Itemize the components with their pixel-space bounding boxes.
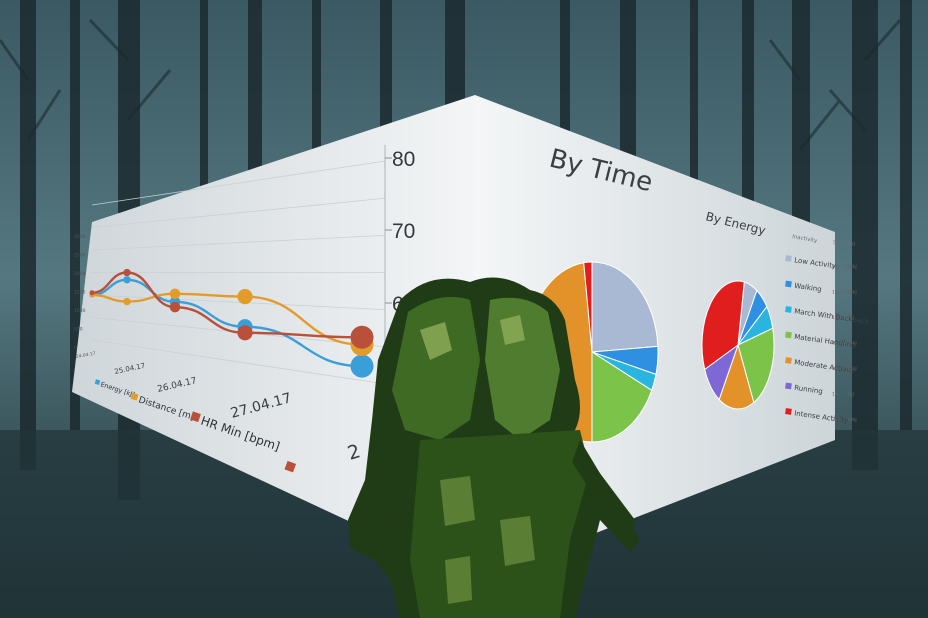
grid-line <box>91 197 386 228</box>
soldier-silhouette <box>348 277 640 618</box>
left-tick-label: 2000 <box>74 271 86 277</box>
grid-line <box>91 234 386 251</box>
right-tick-label: 70 <box>392 220 415 243</box>
inactivity-time: 55h 3m <box>833 240 850 246</box>
activity-energy: 14kJ <box>847 341 857 347</box>
by-energy-pie-slice <box>701 280 745 371</box>
by-time-pie-slice <box>591 351 653 443</box>
series-point <box>169 301 181 313</box>
tree-branches <box>0 18 902 151</box>
activity-energy: 48kJ <box>847 264 857 270</box>
right-tick-label: 80 <box>392 148 415 171</box>
series-point <box>123 276 131 284</box>
left-tick-label: 0 <box>74 345 77 351</box>
series-point <box>169 288 181 300</box>
right-tick-label: 6 <box>392 293 404 316</box>
activity-energy: 19kJ <box>847 417 857 423</box>
by-time-pie-slice <box>591 261 659 353</box>
series-point <box>123 297 131 306</box>
series-point <box>89 290 95 296</box>
left-tick-label: 3000 <box>74 234 86 240</box>
left-tick-label: 500 <box>74 327 83 333</box>
activity-time: 7h 3m <box>832 341 846 347</box>
series-line <box>91 292 363 346</box>
activity-swatch <box>785 331 792 339</box>
activity-time: 1m <box>832 392 839 398</box>
legend-swatch-extra <box>284 460 297 473</box>
start-date-label: 24.04.17 <box>75 351 96 360</box>
by-time-pie-slice <box>583 261 593 353</box>
series-point <box>237 325 253 341</box>
activity-swatch <box>785 382 792 390</box>
activity-time: 1h 30m <box>832 290 849 296</box>
inactivity-label: Inactivity <box>792 234 819 244</box>
activity-swatch <box>785 255 792 262</box>
activity-time: 1h 11m <box>832 315 849 321</box>
series-point <box>123 268 131 277</box>
series-line <box>91 278 363 368</box>
by-energy-pie-slice <box>718 343 755 410</box>
activity-swatch <box>785 306 792 313</box>
activity-swatch <box>785 357 792 364</box>
series-line <box>91 271 363 339</box>
legend-swatch <box>130 392 139 401</box>
activity-label: Running <box>794 384 824 396</box>
grid-line <box>91 160 386 206</box>
legend-swatch <box>94 379 101 385</box>
activity-time: 14h 27m <box>832 366 852 372</box>
activity-energy: 17kJ <box>847 366 857 372</box>
grid-line <box>91 339 386 385</box>
grid-line <box>91 294 386 311</box>
series-point <box>350 325 374 349</box>
activity-label: Walking <box>794 282 822 294</box>
activity-swatch <box>785 408 792 415</box>
left-tick-label: 1500 <box>74 290 86 296</box>
activity-legend-item: Running <box>785 382 824 396</box>
series-point <box>237 289 253 305</box>
activity-energy: 2kJ <box>847 392 854 398</box>
activity-swatch <box>785 280 792 288</box>
legend-swatch <box>190 411 201 423</box>
inactivity-energy: 2kJ <box>848 241 855 247</box>
left-tick-label: 2500 <box>74 253 86 259</box>
activity-energy: 16kJ <box>847 290 857 296</box>
left-tick-label: 1000 <box>74 308 86 314</box>
activity-time: 89h 33m <box>832 264 852 270</box>
activity-energy: 3kJ <box>847 315 854 321</box>
series-point <box>350 354 374 378</box>
by-energy-pie-slice <box>737 327 775 404</box>
activity-time: 28m <box>832 417 842 423</box>
activity-legend-item: Walking <box>785 280 822 294</box>
